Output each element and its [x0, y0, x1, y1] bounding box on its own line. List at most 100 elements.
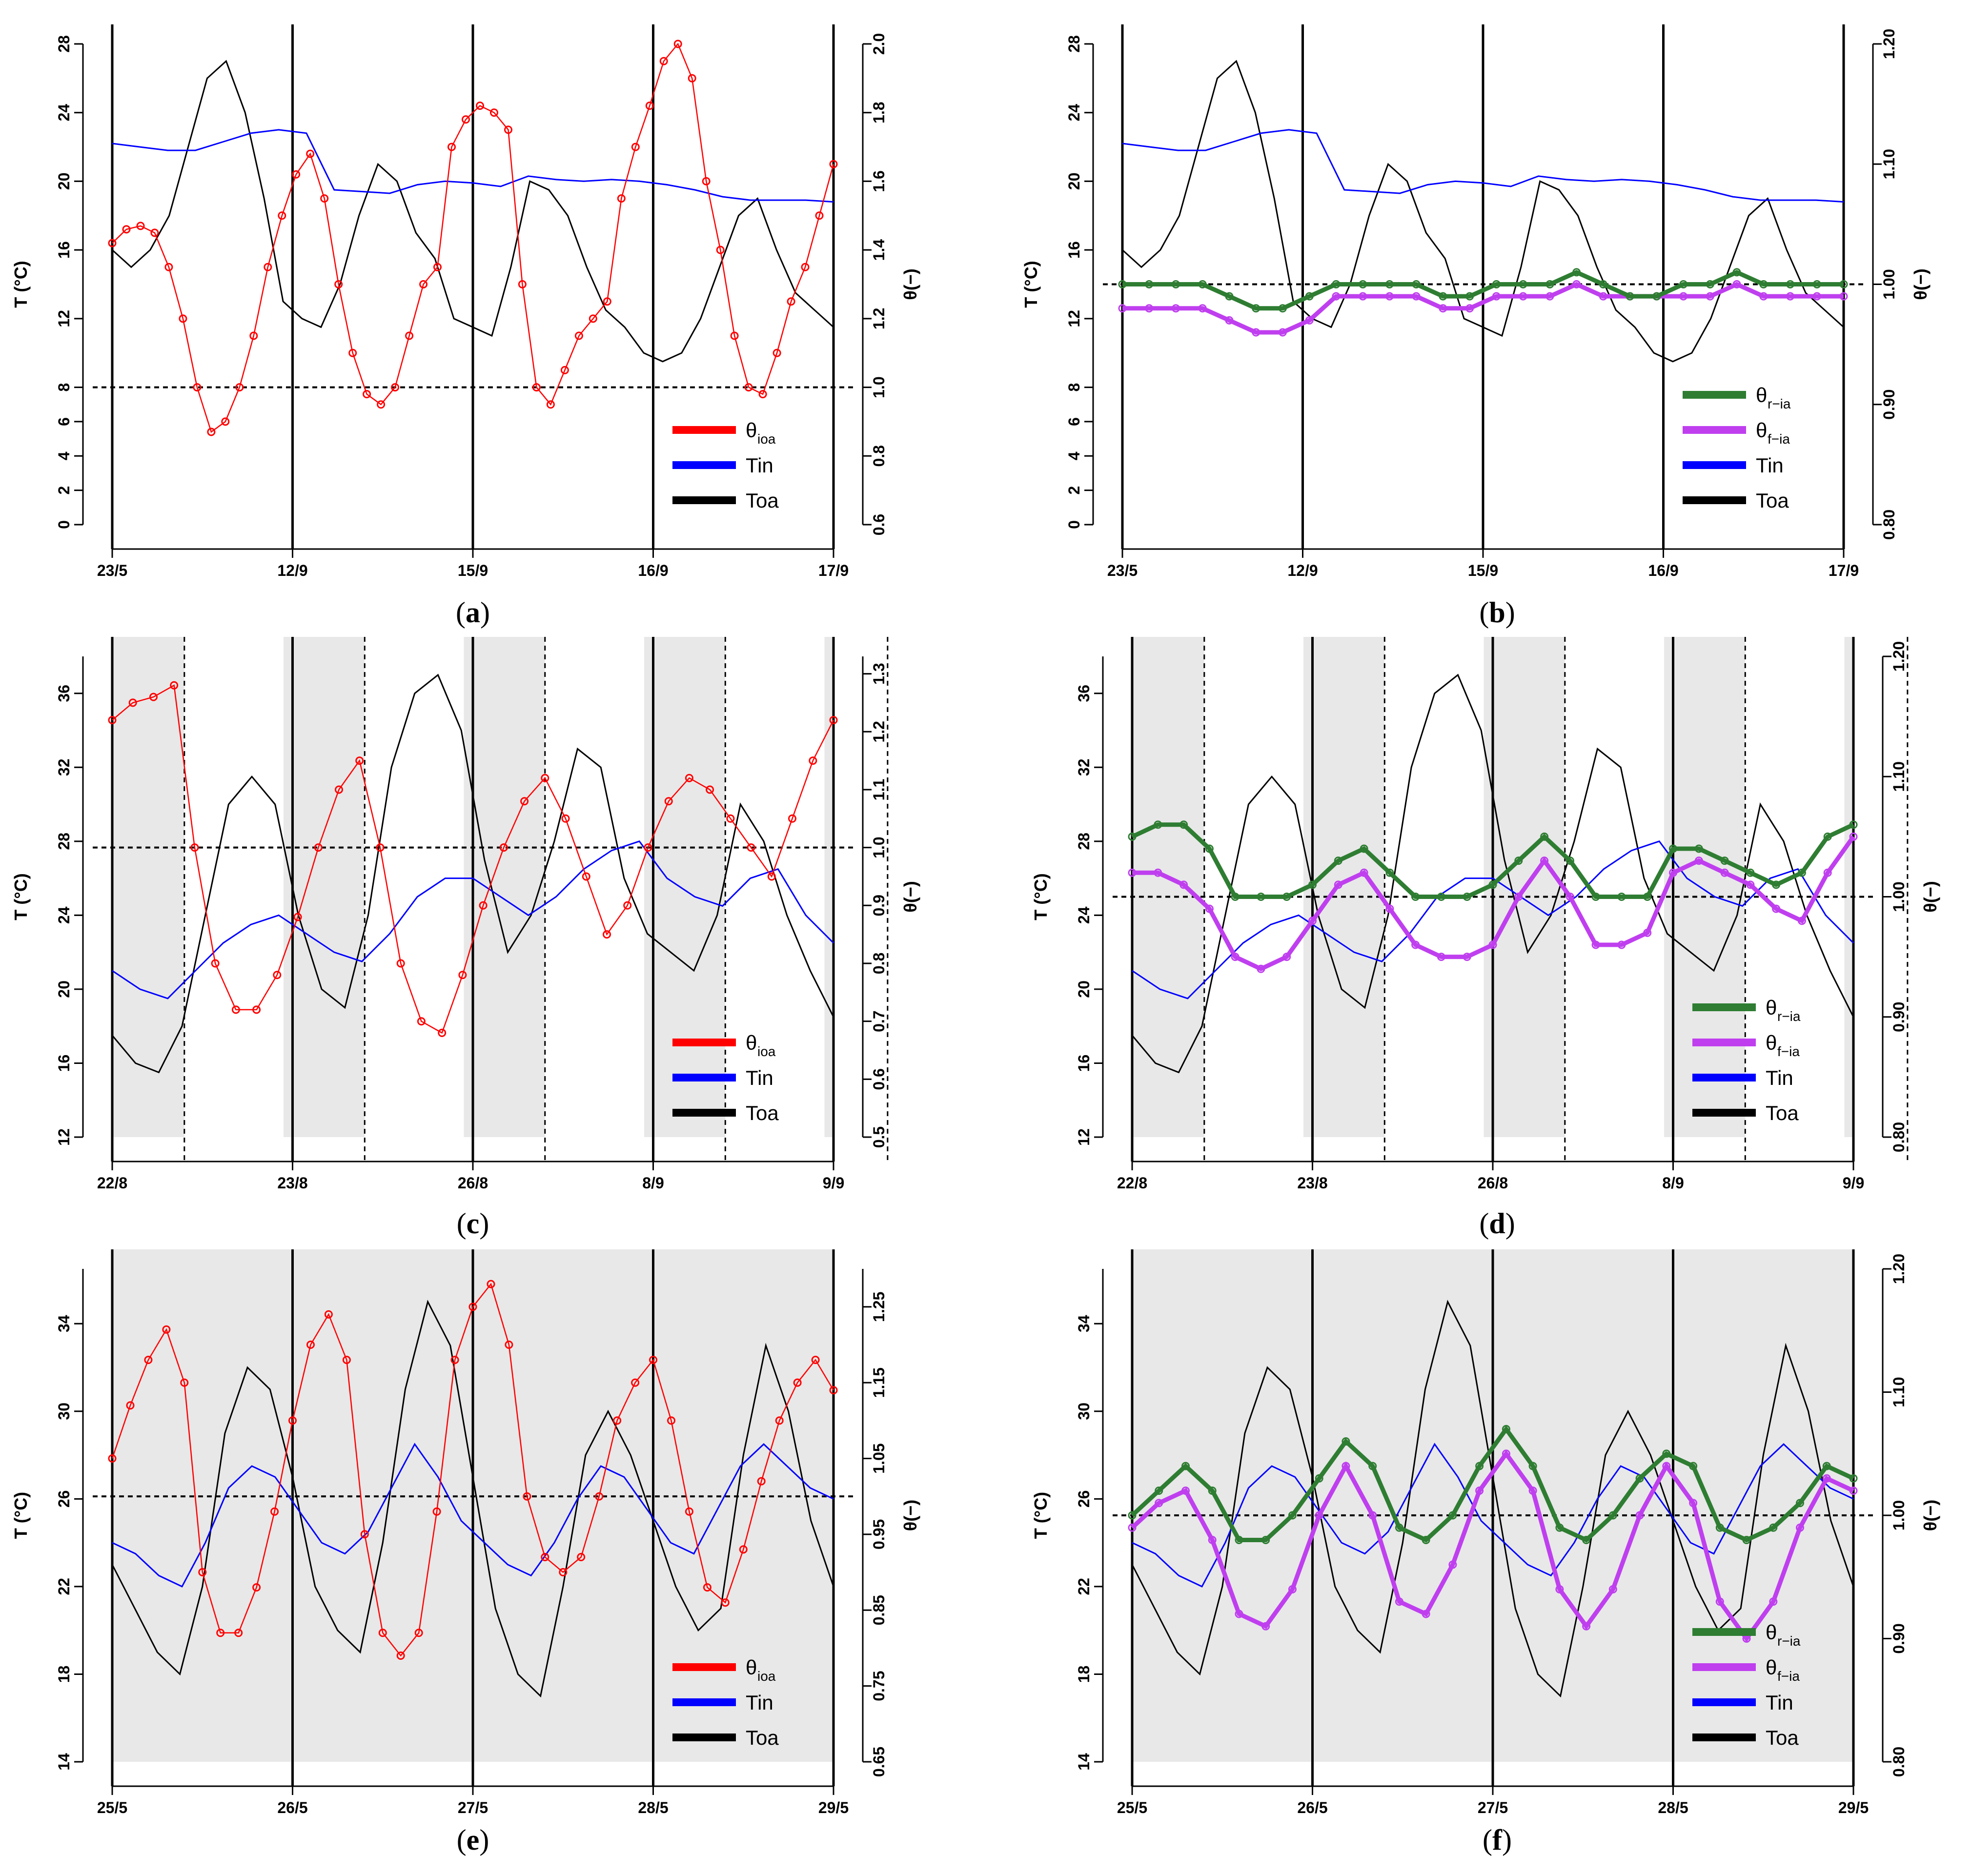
legend-subscript: ioa: [757, 431, 776, 447]
series-theta-r-ia-point: [1786, 280, 1794, 288]
series-theta-r-ia-point: [1572, 268, 1581, 277]
caption-open: (: [1483, 1824, 1492, 1856]
series-theta-r-ia-line: [1130, 1425, 1854, 1543]
series-theta-f-ia-point: [1179, 880, 1188, 889]
series-theta-f-ia-point: [1514, 893, 1523, 901]
left-axis-tick-label: 34: [55, 1315, 73, 1332]
caption-close: ): [479, 1207, 489, 1240]
series-theta-ioa-point: [211, 959, 220, 968]
series-theta-f-ia-point: [1545, 292, 1554, 301]
series-theta-ioa-point: [234, 1629, 243, 1637]
bottom-axis-tick-label: 29/5: [818, 1799, 849, 1816]
series-theta-r-ia-point: [1617, 893, 1626, 901]
series-theta-ioa-point: [560, 366, 569, 374]
legend-label: Toa: [1766, 1101, 1799, 1124]
series-theta-f-ia-point: [1288, 1585, 1297, 1593]
series-theta-f-ia-point: [1582, 1622, 1591, 1631]
series-theta-r-ia-point: [1208, 1487, 1217, 1495]
series-theta-r-ia-point: [1282, 893, 1291, 901]
series-theta-f-ia-point: [1572, 280, 1581, 288]
caption-close: ): [1502, 1824, 1512, 1856]
series-theta-ioa-point: [355, 756, 364, 765]
series-theta-f-ia-point: [1411, 940, 1420, 949]
right-axis-tick-label: 1.25: [870, 1292, 888, 1322]
left-axis-tick-label: 12: [55, 310, 73, 327]
caption-letter: e: [467, 1824, 480, 1856]
series-theta-f-ia-point: [1694, 856, 1703, 865]
series-theta-ioa-point: [221, 417, 230, 426]
series-theta-ioa-point: [396, 1652, 405, 1660]
series-theta-ioa-point: [108, 716, 117, 724]
series-theta-ioa-point: [787, 297, 795, 306]
legend-label: Toa: [746, 1726, 779, 1749]
bottom-axis-tick-label: 17/9: [1829, 562, 1859, 579]
right-axis-tick-label: 0.6: [870, 1068, 888, 1090]
series-theta-r-ia-point: [1528, 1462, 1537, 1470]
right-axis-tick-label: 0.65: [870, 1747, 888, 1777]
series-theta-r-ia-point: [1205, 844, 1214, 853]
series-theta-f-ia-point: [1315, 1511, 1323, 1520]
left-axis-tick-label: 36: [1075, 685, 1093, 702]
series-theta-f-ia-point: [1797, 917, 1806, 925]
series-theta-r-ia-point: [1465, 292, 1474, 301]
series-theta-ioa-point: [815, 211, 824, 220]
series-theta-f-ia-point: [1385, 292, 1394, 301]
unshaded-interval: [725, 637, 825, 1137]
legend-subscript: ioa: [757, 1044, 776, 1059]
series-theta-r-ia-point: [1439, 292, 1447, 301]
series-theta-ioa-point: [252, 1583, 261, 1592]
right-axis-tick-label: 1.10: [1890, 1377, 1908, 1407]
right-axis-tick-label: 1.20: [1890, 1254, 1908, 1284]
unshaded-interval: [184, 637, 284, 1137]
left-axis-tick-label: 16: [1075, 1055, 1093, 1072]
bottom-axis-tick-label: 12/9: [1287, 562, 1318, 579]
right-axis-tick-label: 0.7: [870, 1010, 888, 1032]
right-axis-tick-label: 0.8: [870, 953, 888, 974]
series-theta-ioa-point: [685, 1507, 693, 1516]
series-theta-ioa-point: [757, 1477, 766, 1486]
series-theta-f-ia-point: [1492, 292, 1501, 301]
series-theta-ioa: [108, 40, 838, 436]
right-axis-tick-label: 1.15: [870, 1367, 888, 1398]
series-theta-r-ia-point: [1591, 893, 1600, 901]
left-axis-tick-label: 32: [1075, 759, 1093, 776]
series-theta-r-ia-point: [1154, 820, 1162, 829]
series-theta-ioa-point: [108, 1454, 117, 1463]
series-theta-ioa-point: [288, 1416, 297, 1425]
caption-open: (: [456, 596, 466, 629]
series-theta-ioa-point: [164, 263, 173, 271]
left-axis-tick-label: 16: [55, 1055, 73, 1072]
series-theta-ioa-point: [811, 1356, 820, 1364]
series-theta-f-ia-line: [1122, 282, 1844, 335]
series-theta-f-ia-point: [1334, 880, 1342, 889]
left-axis-tick-label: 2: [55, 486, 73, 495]
right-axis-tick-label: 1.20: [1880, 29, 1898, 59]
bottom-axis-tick-label: 22/8: [97, 1174, 127, 1192]
bottom-axis-tick-label: 29/5: [1838, 1799, 1869, 1816]
series-theta-r-ia-point: [1742, 1536, 1751, 1544]
series-theta-r-ia-point: [1463, 893, 1471, 901]
series-theta-f-ia-point: [1422, 1610, 1430, 1618]
series-theta-f-ia-point: [1849, 832, 1858, 841]
bottom-axis-tick-label: 26/5: [277, 1799, 307, 1816]
caption-open: (: [1479, 596, 1489, 629]
legend-label: Toa: [1756, 489, 1789, 512]
series-theta-r-ia-point: [1746, 868, 1755, 877]
series-theta-ioa-point: [541, 1553, 549, 1561]
series-theta-ioa-point: [396, 959, 405, 968]
bottom-axis-tick-label: 25/5: [1117, 1799, 1147, 1816]
series-theta-f-ia-point: [1231, 953, 1240, 961]
left-axis-tick-label: 14: [1075, 1753, 1093, 1771]
series-theta-ioa-point: [278, 211, 286, 220]
series-theta-ioa-point: [688, 74, 696, 82]
series-theta-f-ia-line: [1132, 835, 1855, 972]
series-theta-ioa-point: [136, 222, 145, 230]
caption-close: ): [480, 596, 490, 629]
series-theta-r-ia-point: [1839, 280, 1848, 288]
left-axis-title: T (°C): [1031, 1492, 1051, 1539]
series-theta-ioa-point: [198, 1568, 207, 1576]
unshaded-interval: [1907, 637, 1972, 1137]
